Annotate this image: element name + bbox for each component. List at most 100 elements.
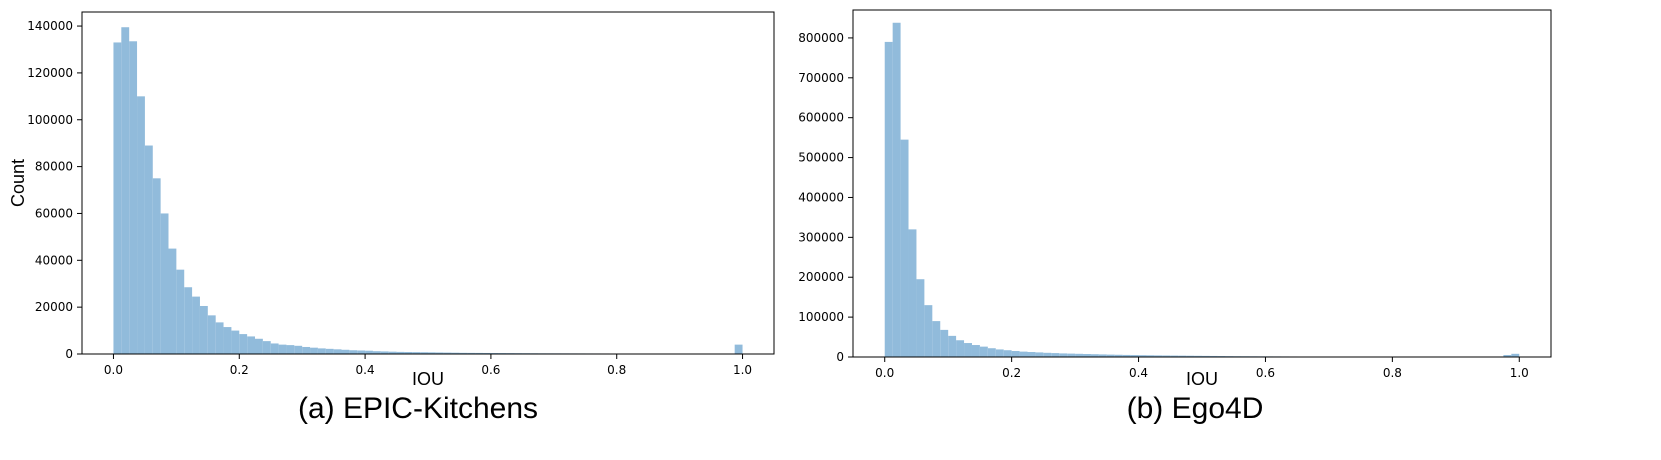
x-tick-label: 0.8 [607, 363, 626, 377]
histogram-bar [192, 296, 200, 354]
caption-ego4d: (b) Ego4D [1127, 392, 1264, 425]
histogram-bar [286, 345, 295, 354]
bars-ego4d [884, 22, 1520, 357]
y-tick-label: 100000 [27, 113, 73, 127]
histogram-bar [357, 350, 366, 354]
histogram-bar [1051, 353, 1060, 357]
histogram-bar [1162, 355, 1171, 357]
x-tick-label: 1.0 [1510, 366, 1529, 380]
histogram-bar [1106, 354, 1115, 357]
histogram-bar [152, 178, 161, 354]
histogram-bar [1090, 354, 1099, 357]
y-axis-label-epic-kitchens: Count [8, 159, 28, 207]
histogram-bar [924, 305, 933, 357]
y-tick-label: 0 [65, 347, 73, 361]
histogram-bar [467, 352, 476, 354]
histogram-bar [349, 350, 358, 354]
histogram-bar [1075, 353, 1084, 357]
x-tick-label: 0.2 [230, 363, 249, 377]
histogram-bar [1122, 354, 1131, 357]
caption-epic-kitchens: (a) EPIC-Kitchens [298, 392, 538, 425]
histogram-bar [223, 327, 232, 354]
histogram-bar [137, 96, 145, 354]
histogram-bar [294, 345, 303, 354]
y-tick-label: 700000 [798, 71, 844, 85]
histogram-bar [1503, 355, 1512, 357]
histogram-bar [310, 347, 318, 354]
histogram-bar [333, 349, 342, 354]
histogram-bar [459, 352, 468, 354]
y-tick-label: 120000 [27, 66, 73, 80]
y-tick-label: 80000 [35, 160, 73, 174]
histogram-bar [1067, 353, 1076, 357]
x-tick-label: 0.0 [875, 366, 894, 380]
histogram-bar [231, 330, 240, 354]
y-tick-label: 0 [836, 350, 844, 364]
y-tick-label: 400000 [798, 190, 844, 204]
histogram-bar [443, 352, 452, 354]
histogram-bar [365, 350, 373, 354]
x-tick-label: 0.2 [1002, 366, 1021, 380]
histogram-bar [1003, 350, 1012, 357]
histogram-bar [239, 334, 248, 354]
y-tick-label: 40000 [35, 253, 73, 267]
histogram-bar [1019, 351, 1028, 357]
histogram-bar [380, 351, 389, 354]
histogram-bar [262, 341, 271, 354]
histogram-bar [1511, 353, 1520, 357]
histogram-bar [396, 351, 405, 354]
y-tick-label: 140000 [27, 19, 73, 33]
histogram-bar [207, 315, 216, 354]
histogram-bar [420, 352, 428, 354]
x-axis-label-epic-kitchens: IOU [412, 369, 444, 389]
y-ticks-ego4d: 0 100000 200000 300000 400000 500000 600000 700… [798, 31, 853, 364]
histogram-bar [144, 145, 153, 354]
histogram-bar [388, 351, 397, 354]
histogram-bar [302, 346, 311, 354]
x-tick-label: 1.0 [733, 363, 752, 377]
histogram-bar [372, 351, 381, 354]
histogram-bar [215, 322, 224, 354]
histogram-bar [1059, 353, 1068, 357]
x-axis-label-ego4d: IOU [1186, 369, 1218, 389]
y-tick-label: 500000 [798, 151, 844, 165]
x-tick-label: 0.0 [104, 363, 123, 377]
histogram-bar [1154, 355, 1163, 357]
x-tick-label: 0.8 [1383, 366, 1402, 380]
histogram-bar [892, 22, 901, 357]
histogram-bar [1083, 354, 1091, 357]
y-tick-label: 800000 [798, 31, 844, 45]
histogram-bar [1138, 355, 1147, 357]
chart-ego4d: 0 100000 200000 300000 400000 500000 600000 700… [798, 9, 1552, 425]
histogram-bar [971, 345, 980, 357]
histogram-bar [1011, 351, 1020, 357]
histogram-bar [121, 27, 130, 354]
plot-frame-ego4d [852, 9, 1552, 358]
histogram-bar [1035, 352, 1044, 357]
x-tick-label: 0.6 [481, 363, 500, 377]
histogram-bar [940, 329, 949, 357]
histogram-bar [1027, 352, 1036, 357]
histogram-bar [1043, 352, 1052, 357]
chart-epic-kitchens: 020000400006000080000100000120000140000 … [8, 11, 775, 425]
histogram-bar [1178, 355, 1187, 357]
y-tick-label: 600000 [798, 111, 844, 125]
x-ticks-ego4d: 0.0 0.2 0.4 0.6 0.8 1.0 [875, 357, 1529, 380]
y-tick-label: 60000 [35, 206, 73, 220]
histogram-bar [412, 352, 421, 354]
histogram-bar [932, 321, 941, 357]
histogram-bar [160, 213, 169, 354]
histogram-bar [341, 349, 350, 354]
histogram-bar [900, 139, 909, 357]
histogram-bar [956, 340, 965, 357]
y-ticks-epic-kitchens: 0 20000 40000 60000 80000 100000 120000 140000 [27, 19, 82, 361]
histogram-bar [979, 346, 988, 357]
histogram-bar [270, 343, 279, 354]
histogram-bar [184, 287, 193, 354]
histogram-bar [247, 336, 255, 354]
histogram-bar [325, 348, 334, 354]
histogram-bar [1098, 354, 1107, 357]
histogram-bar [428, 352, 436, 354]
histogram-bar [435, 352, 444, 354]
